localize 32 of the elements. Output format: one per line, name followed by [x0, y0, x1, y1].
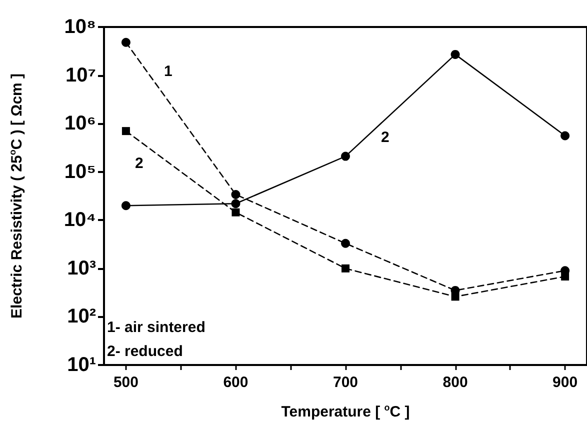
annotation: 2	[135, 155, 144, 172]
annotation: 2- reduced	[107, 343, 183, 360]
annotation: 1	[164, 63, 172, 80]
point	[121, 201, 130, 210]
x-tick-label: 700	[332, 374, 358, 391]
y-tick-label: 10²	[67, 306, 96, 328]
y-tick-label: 10⁷	[66, 64, 96, 86]
x-tick-label: 900	[552, 374, 578, 391]
point	[342, 264, 350, 272]
x-tick-label: 500	[113, 374, 138, 391]
point	[341, 238, 350, 248]
y-tick-label: 10³	[67, 257, 96, 280]
point	[231, 199, 240, 208]
y-tick-label: 10⁸	[64, 16, 96, 38]
point	[121, 38, 130, 47]
y-tick-label: 10⁴	[64, 209, 96, 232]
point	[232, 208, 240, 216]
y-tick-label: 10⁵	[64, 160, 96, 183]
annotation: 2	[381, 129, 390, 146]
point	[122, 127, 130, 136]
point	[231, 190, 240, 199]
point	[341, 152, 350, 161]
y-tick-label: 10¹	[67, 354, 96, 376]
y-tick-label: 10⁶	[64, 112, 96, 135]
point	[451, 292, 460, 301]
y-axis-title: Electric Resistivity ( 25oC ) [ Ωcm ]	[8, 73, 26, 319]
annotation: 1- air sintered	[107, 319, 206, 336]
x-tick-label: 600	[223, 374, 248, 391]
point	[450, 50, 460, 59]
point	[561, 272, 570, 281]
point	[560, 131, 570, 140]
x-tick-label: 800	[442, 374, 468, 391]
